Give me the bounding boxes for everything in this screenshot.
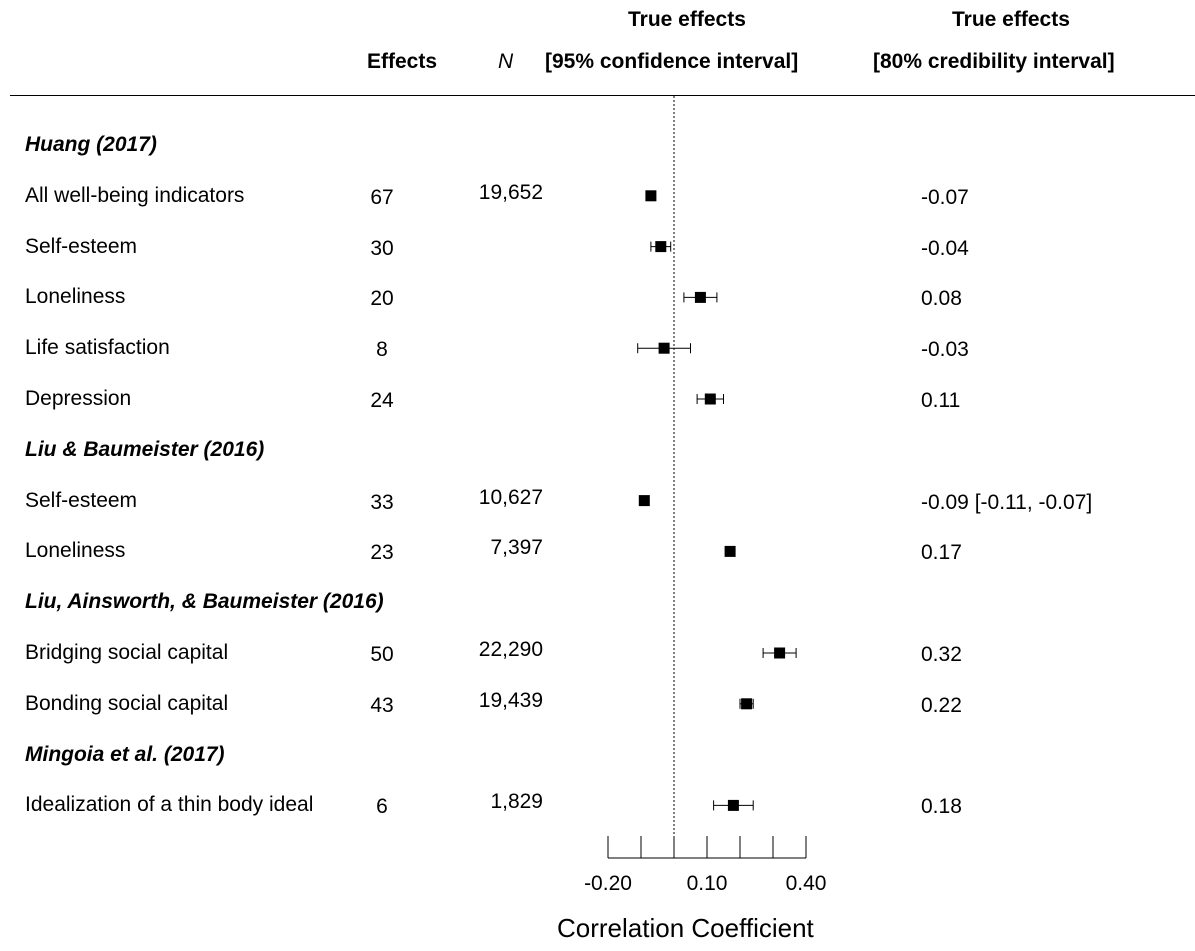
header-ci-line2: [95% confidence interval] [545, 50, 799, 73]
credibility-value: -0.07 [921, 185, 969, 209]
x-tick-label: 0.40 [786, 872, 827, 895]
x-axis-label: Correlation Coefficient [557, 913, 814, 943]
credibility-value: 0.17 [921, 541, 962, 565]
effects-count: 33 [370, 490, 394, 514]
sample-size: 7,397 [490, 536, 543, 560]
group-label: Mingoia et al. (2017) [25, 742, 225, 766]
effects-count: 24 [370, 389, 394, 412]
effects-count: 8 [376, 338, 388, 362]
header-n: N [498, 50, 514, 73]
header-ci-line1: True effects [628, 8, 746, 31]
effects-count: 43 [370, 693, 394, 717]
credibility-value: -0.09 [-0.11, -0.07] [921, 490, 1093, 514]
sample-size: 10,627 [478, 485, 543, 509]
row-label: Depression [25, 387, 132, 410]
credibility-value: 0.08 [921, 287, 962, 311]
effect-point [727, 799, 739, 811]
effect-point [704, 393, 716, 405]
effect-point [724, 545, 736, 557]
header-effects: Effects [367, 50, 438, 73]
x-tick-label: 0.10 [687, 872, 728, 895]
effects-count: 67 [370, 185, 394, 209]
effect-point [638, 495, 650, 507]
credibility-value: 0.18 [921, 795, 962, 819]
effects-count: 6 [376, 795, 388, 819]
effect-point [694, 291, 706, 303]
effect-point [658, 342, 670, 354]
credibility-value: -0.04 [921, 236, 969, 260]
effects-count: 20 [370, 287, 394, 311]
group-label: Liu, Ainsworth, & Baumeister (2016) [25, 590, 384, 614]
group-label: Liu & Baumeister (2016) [25, 437, 265, 461]
credibility-value: 0.32 [921, 643, 962, 666]
x-tick-label: -0.20 [584, 872, 632, 895]
sample-size: 1,829 [490, 790, 543, 814]
effects-count: 50 [370, 643, 394, 666]
effect-point [774, 647, 786, 659]
header-cr-line1: True effects [952, 8, 1070, 31]
row-label: Loneliness [25, 539, 126, 563]
effects-count: 30 [370, 236, 394, 260]
sample-size: 19,652 [478, 180, 543, 204]
header-rule [10, 95, 1195, 96]
effect-point [655, 241, 667, 253]
row-label: Self-esteem [25, 488, 138, 512]
row-label: All well-being indicators [25, 183, 245, 207]
sample-size: 19,439 [478, 688, 543, 712]
row-label: Life satisfaction [25, 336, 170, 360]
group-label: Huang (2017) [25, 133, 157, 156]
credibility-value: -0.03 [921, 338, 969, 362]
credibility-value: 0.11 [921, 389, 961, 412]
row-label: Bridging social capital [25, 641, 229, 664]
header-cr-line2: [80% credibility interval] [873, 50, 1115, 73]
row-label: Loneliness [25, 285, 126, 309]
row-label: Bonding social capital [25, 691, 229, 715]
sample-size: 22,290 [478, 638, 543, 661]
effect-point [741, 698, 753, 710]
effect-point [645, 190, 657, 202]
credibility-value: 0.22 [921, 693, 962, 717]
row-label: Self-esteem [25, 234, 138, 258]
row-label: Idealization of a thin body ideal [25, 793, 314, 817]
effects-count: 23 [370, 541, 394, 565]
